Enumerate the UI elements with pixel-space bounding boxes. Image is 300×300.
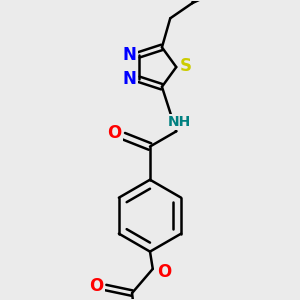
Text: N: N [123, 46, 137, 64]
Text: O: O [108, 124, 122, 142]
Text: NH: NH [168, 115, 191, 129]
Text: N: N [123, 70, 137, 88]
Text: O: O [157, 263, 171, 281]
Text: O: O [89, 277, 103, 295]
Text: S: S [180, 57, 192, 75]
